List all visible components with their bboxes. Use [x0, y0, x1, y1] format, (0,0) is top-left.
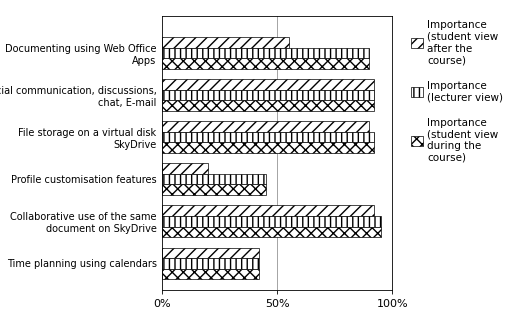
- Bar: [162, 216, 381, 226]
- Bar: [162, 247, 259, 258]
- Bar: [162, 258, 259, 268]
- Bar: [162, 268, 259, 279]
- Bar: [162, 100, 374, 111]
- Bar: [162, 90, 374, 100]
- Bar: [162, 80, 374, 90]
- Bar: [162, 226, 381, 237]
- Bar: [162, 132, 374, 142]
- Bar: [162, 59, 369, 69]
- Bar: [162, 164, 208, 174]
- Bar: [162, 121, 369, 132]
- Bar: [162, 185, 266, 195]
- Bar: [162, 48, 369, 59]
- Bar: [162, 206, 374, 216]
- Bar: [162, 174, 266, 185]
- Legend: Importance
(student view
after the
course), Importance
(lecturer view), Importan: Importance (student view after the cours…: [407, 16, 508, 167]
- Bar: [162, 142, 374, 153]
- Bar: [162, 38, 289, 48]
